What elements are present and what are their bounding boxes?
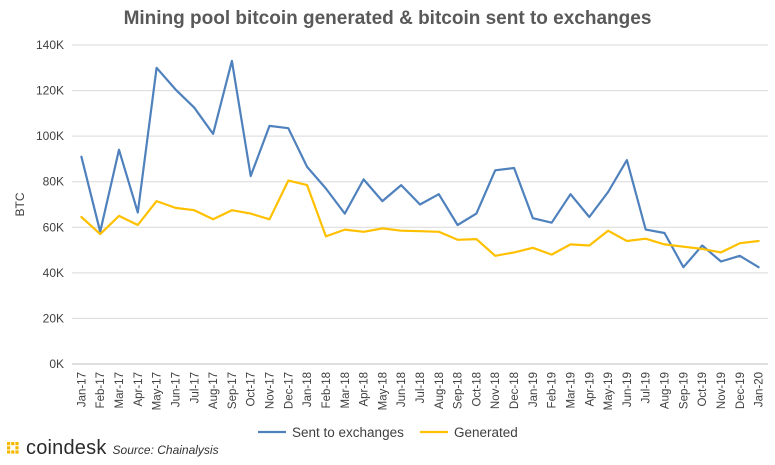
source-note: Source: Chainalysis [112,443,219,457]
logo-dot [11,442,15,446]
x-tick-label: Aug-18 [434,372,446,409]
x-tick-label: Jul-18 [415,372,427,403]
x-tick-label: Mar-18 [340,372,352,408]
footer: coindesk Source: Chainalysis [6,436,219,460]
x-tick-label: Nov-17 [265,372,277,409]
x-tick-label: Aug-19 [660,372,672,409]
logo-dot [15,442,19,446]
grid-lines [72,44,768,365]
x-tick-label: Mar-19 [565,372,577,408]
x-tick-label: Feb-18 [321,372,333,408]
x-tick-label: Oct-18 [471,372,483,407]
y-tick-label: 20K [43,311,64,325]
x-tick-label: Jan-17 [76,372,88,407]
logo-dot [7,442,11,446]
logo-dot [7,446,11,450]
x-tick-label: Feb-17 [95,372,107,408]
x-tick-label: Jan-18 [302,372,314,407]
x-tick-label: Jan-20 [754,372,766,407]
x-tick-label: Jun-18 [396,372,408,407]
legend-label: Generated [454,425,518,440]
series-lines [80,59,760,269]
x-tick-label: Mar-17 [114,372,126,408]
x-tick-label: Sep-18 [453,372,465,409]
x-tick-label: Jun-17 [170,372,182,407]
x-tick-label: May-18 [377,372,389,410]
x-tick-label: Nov-19 [716,372,728,409]
y-tick-label: 40K [43,266,64,280]
chart-title: Mining pool bitcoin generated & bitcoin … [123,8,652,29]
x-tick-label: Aug-17 [208,372,220,409]
x-tick-label: Dec-19 [735,372,747,409]
logo-dot [15,450,19,454]
y-tick-label: 140K [36,38,64,52]
x-tick-label: Dec-17 [283,372,295,409]
x-tick-label: Nov-18 [490,372,502,409]
x-tick-label: Apr-19 [584,372,596,407]
x-tick-label: Sep-19 [678,372,690,409]
legend: Sent to exchanges Generated [258,425,518,440]
x-tick-label: Dec-18 [509,372,521,409]
logo-dot [7,450,11,454]
series-line-sent-to-exchanges [80,59,760,269]
x-tick-label: Oct-19 [697,372,709,407]
x-tick-label: Jul-17 [189,372,201,403]
x-tick-label: Sep-17 [227,372,239,409]
y-axis: 0K 20K 40K 60K 80K 100K 120K 140K [36,38,64,371]
x-tick-label: May-19 [603,372,615,410]
x-axis: Jan-17 Feb-17 Mar-17 Apr-17 May-17 Jun-17 Jul-… [76,372,765,410]
y-tick-label: 100K [36,129,64,143]
y-tick-label: 60K [43,220,64,234]
series-line-generated [80,179,760,257]
y-tick-label: 80K [43,175,64,189]
x-tick-label: Jun-19 [622,372,634,407]
coindesk-logo-icon [7,442,19,454]
x-tick-label: Jan-19 [528,372,540,407]
legend-label: Sent to exchanges [292,425,404,440]
brand-name: coindesk [26,436,107,459]
x-tick-label: May-17 [152,372,164,410]
x-tick-label: Apr-17 [133,372,145,407]
x-tick-label: Oct-17 [246,372,258,407]
logo-dot [15,446,19,450]
y-axis-label: BTC [13,192,27,216]
x-tick-label: Apr-18 [359,372,371,407]
x-tick-label: Jul-19 [641,372,653,403]
x-tick-label: Feb-19 [547,372,559,408]
y-tick-label: 120K [36,84,64,98]
logo-dot [11,450,15,454]
y-tick-label: 0K [49,357,64,371]
